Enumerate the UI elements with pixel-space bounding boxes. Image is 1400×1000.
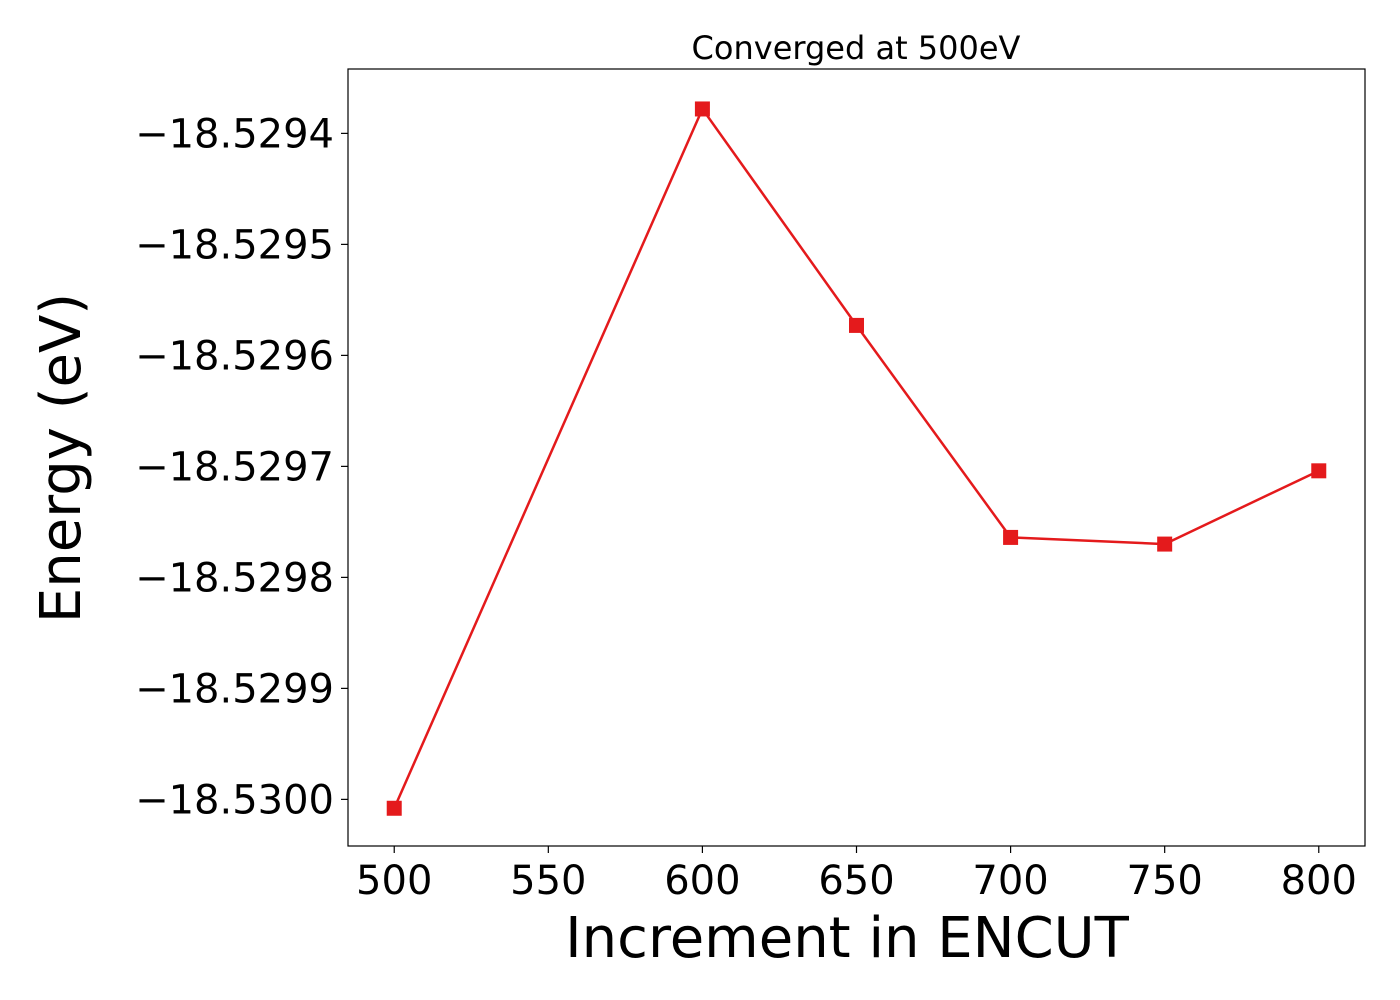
data-point-marker	[849, 317, 864, 333]
y-axis-title: Energy (eV)	[29, 293, 94, 623]
y-tick-label: −18.5295	[135, 222, 334, 268]
chart-title: Converged at 500eV	[692, 29, 1021, 67]
y-tick-label: −18.5296	[135, 333, 334, 379]
x-axis-title: Increment in ENCUT	[565, 906, 1130, 971]
series-layer	[386, 101, 1327, 816]
x-axis-ticks: 500 550 600 650 700 750 800	[356, 846, 1357, 904]
data-point-marker	[1157, 536, 1173, 552]
y-tick-label: −18.5294	[135, 111, 334, 157]
x-tick-label: 500	[356, 858, 432, 904]
y-tick-label: −18.5298	[135, 555, 334, 601]
data-point-marker	[694, 101, 710, 117]
y-tick-label: −18.5297	[135, 444, 334, 490]
y-tick-label: −18.5299	[135, 666, 334, 712]
data-point-marker	[1311, 463, 1327, 479]
data-point-marker	[386, 800, 402, 816]
x-tick-label: 700	[972, 858, 1048, 904]
x-tick-label: 750	[1127, 858, 1203, 904]
x-tick-label: 650	[818, 858, 894, 904]
x-tick-label: 550	[510, 858, 586, 904]
x-tick-label: 600	[664, 858, 740, 904]
plot-area-frame	[347, 68, 1366, 847]
x-tick-label: 800	[1281, 858, 1357, 904]
y-axis-ticks: −18.5294 −18.5295 −18.5296 −18.5297 −18.5298…	[135, 111, 348, 823]
series-line	[393, 107, 1320, 809]
data-point-marker	[1003, 529, 1019, 545]
y-tick-label: −18.5300	[135, 777, 334, 823]
